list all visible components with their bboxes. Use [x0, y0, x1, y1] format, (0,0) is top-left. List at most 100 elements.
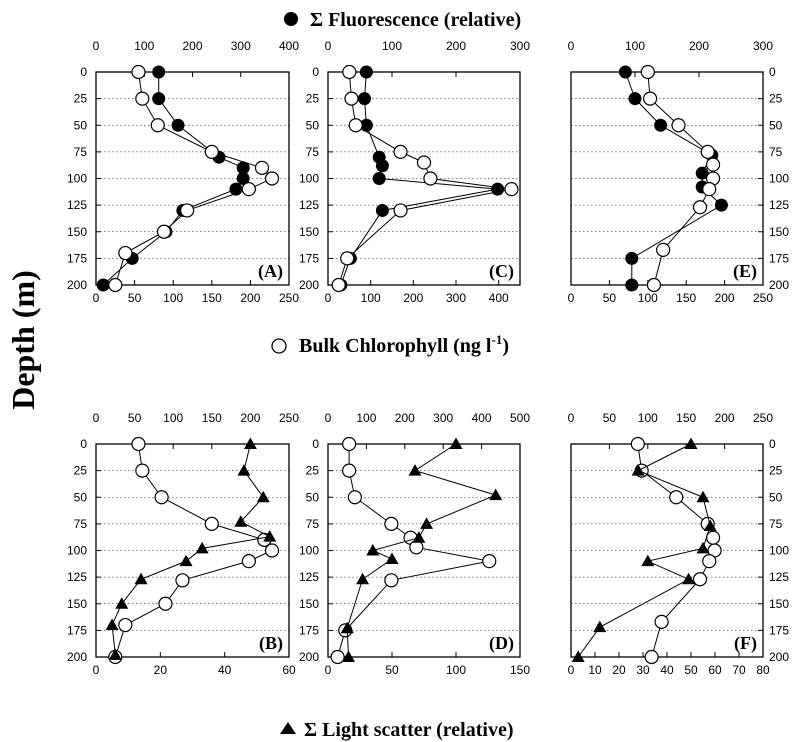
open-circle-icon — [271, 338, 287, 354]
y-tick-label: 75 — [74, 145, 88, 159]
scatter-point — [115, 597, 129, 609]
fluorescence-point — [695, 166, 709, 180]
x-bottom-tick-label: 100 — [446, 663, 466, 677]
y-tick-label: 25 — [769, 92, 783, 106]
chlorophyll-point — [656, 242, 671, 257]
y-tick-label: 75 — [769, 517, 783, 531]
chlorophyll-point — [204, 516, 219, 531]
scatter-point — [631, 464, 645, 476]
x-top-tick-label: 50 — [128, 411, 142, 425]
fluorescence-point — [236, 161, 250, 175]
x-top-tick-label: 200 — [689, 39, 709, 53]
x-bottom-tick-label: 150 — [510, 663, 530, 677]
y-tick-label: 25 — [74, 464, 88, 478]
x-bottom-tick-label: 60 — [708, 663, 722, 677]
scatter-point — [420, 517, 434, 529]
x-bottom-tick-label: 0 — [93, 291, 100, 305]
series-line — [338, 71, 512, 286]
scatter-point — [134, 572, 148, 585]
x-top-tick-label: 150 — [676, 411, 696, 425]
x-bottom-tick-label: 0 — [325, 663, 332, 677]
chlorophyll-point — [347, 490, 362, 505]
fluorescence-point — [491, 182, 505, 196]
y-tick-label: 100 — [67, 544, 87, 558]
x-bottom-tick-label: 100 — [638, 291, 658, 305]
chlorophyll-point — [409, 540, 424, 555]
y-tick-label: 125 — [67, 570, 87, 584]
x-top-tick-label: 150 — [202, 411, 222, 425]
y-tick-label: 100 — [769, 544, 789, 558]
chlorophyll-point — [204, 144, 219, 159]
chlorophyll-point — [158, 596, 173, 611]
legend-scatter: Σ Light scatter (relative) — [280, 719, 514, 741]
panel-label: (F) — [734, 633, 757, 654]
y-tick-label: 0 — [80, 65, 87, 79]
chlorophyll-point — [118, 617, 133, 633]
scatter-point — [105, 618, 119, 631]
x-bottom-tick-label: 400 — [489, 291, 509, 305]
y-tick-label: 125 — [67, 198, 87, 212]
chlorophyll-point — [342, 64, 357, 80]
x-top-tick-label: 200 — [446, 39, 466, 53]
chlorophyll-point — [654, 614, 669, 629]
x-top-tick-label: 50 — [603, 411, 617, 425]
y-tick-label: 0 — [312, 437, 319, 451]
fluorescence-point — [625, 251, 639, 265]
chlorophyll-point — [504, 182, 519, 197]
y-tick-label: 50 — [306, 490, 320, 504]
scatter-point — [641, 554, 655, 567]
x-top-tick-label: 200 — [395, 411, 415, 425]
fluorescence-point — [152, 92, 166, 106]
y-tick-label: 150 — [769, 225, 789, 239]
scatter-point — [108, 648, 122, 660]
x-top-tick-label: 200 — [240, 411, 260, 425]
panel-f: 0 25 50 75 100 125 150 175 200 0 10 20 30 40 50 60 70 80 0… — [568, 411, 790, 677]
x-top-tick-label: 500 — [510, 411, 530, 425]
y-tick-label: 175 — [67, 623, 87, 637]
x-bottom-tick-label: 250 — [279, 291, 299, 305]
y-tick-label: 150 — [299, 597, 319, 611]
x-bottom-tick-label: 100 — [163, 291, 183, 305]
y-tick-label: 175 — [299, 623, 319, 637]
series-open-circle — [630, 436, 722, 665]
y-tick-label: 100 — [299, 544, 319, 558]
filled-triangle-icon — [280, 722, 296, 734]
y-tick-label: 200 — [299, 278, 319, 292]
scatter-point — [684, 437, 698, 449]
chlorophyll-point — [384, 516, 399, 531]
chlorophyll-point — [644, 649, 659, 665]
chlorophyll-point — [348, 118, 363, 133]
y-tick-label: 75 — [306, 517, 320, 531]
chlorophyll-point — [692, 572, 708, 587]
x-bottom-tick-label: 0 — [325, 291, 332, 305]
y-tick-label: 125 — [299, 570, 319, 584]
x-bottom-tick-label: 0 — [568, 663, 575, 677]
y-tick-label: 0 — [769, 437, 776, 451]
y-tick-label: 200 — [67, 278, 87, 292]
x-top-tick-label: 400 — [279, 39, 299, 53]
chlorophyll-point — [156, 224, 172, 239]
chlorophyll-point — [702, 182, 717, 197]
scatter-point — [696, 490, 710, 503]
y-tick-label: 50 — [769, 490, 783, 504]
x-top-tick-label: 0 — [568, 39, 575, 53]
chlorophyll-point — [416, 155, 432, 170]
fluorescence-point — [372, 172, 386, 185]
y-tick-label: 175 — [769, 251, 789, 265]
chlorophyll-point — [135, 91, 150, 106]
x-bottom-tick-label: 200 — [240, 291, 260, 305]
scatter-point — [408, 464, 422, 476]
chlorophyll-point — [344, 91, 359, 106]
x-top-tick-label: 0 — [93, 39, 100, 53]
fluorescence-point — [375, 159, 389, 173]
x-bottom-tick-label: 0 — [568, 291, 575, 305]
scatter-point — [256, 490, 270, 503]
x-bottom-tick-label: 250 — [753, 291, 773, 305]
scatter-point — [237, 464, 251, 476]
y-tick-label: 0 — [769, 65, 776, 79]
chlorophyll-point — [131, 64, 146, 80]
y-tick-label: 175 — [769, 623, 789, 637]
x-top-tick-label: 100 — [638, 411, 658, 425]
chlorophyll-point — [108, 277, 123, 293]
